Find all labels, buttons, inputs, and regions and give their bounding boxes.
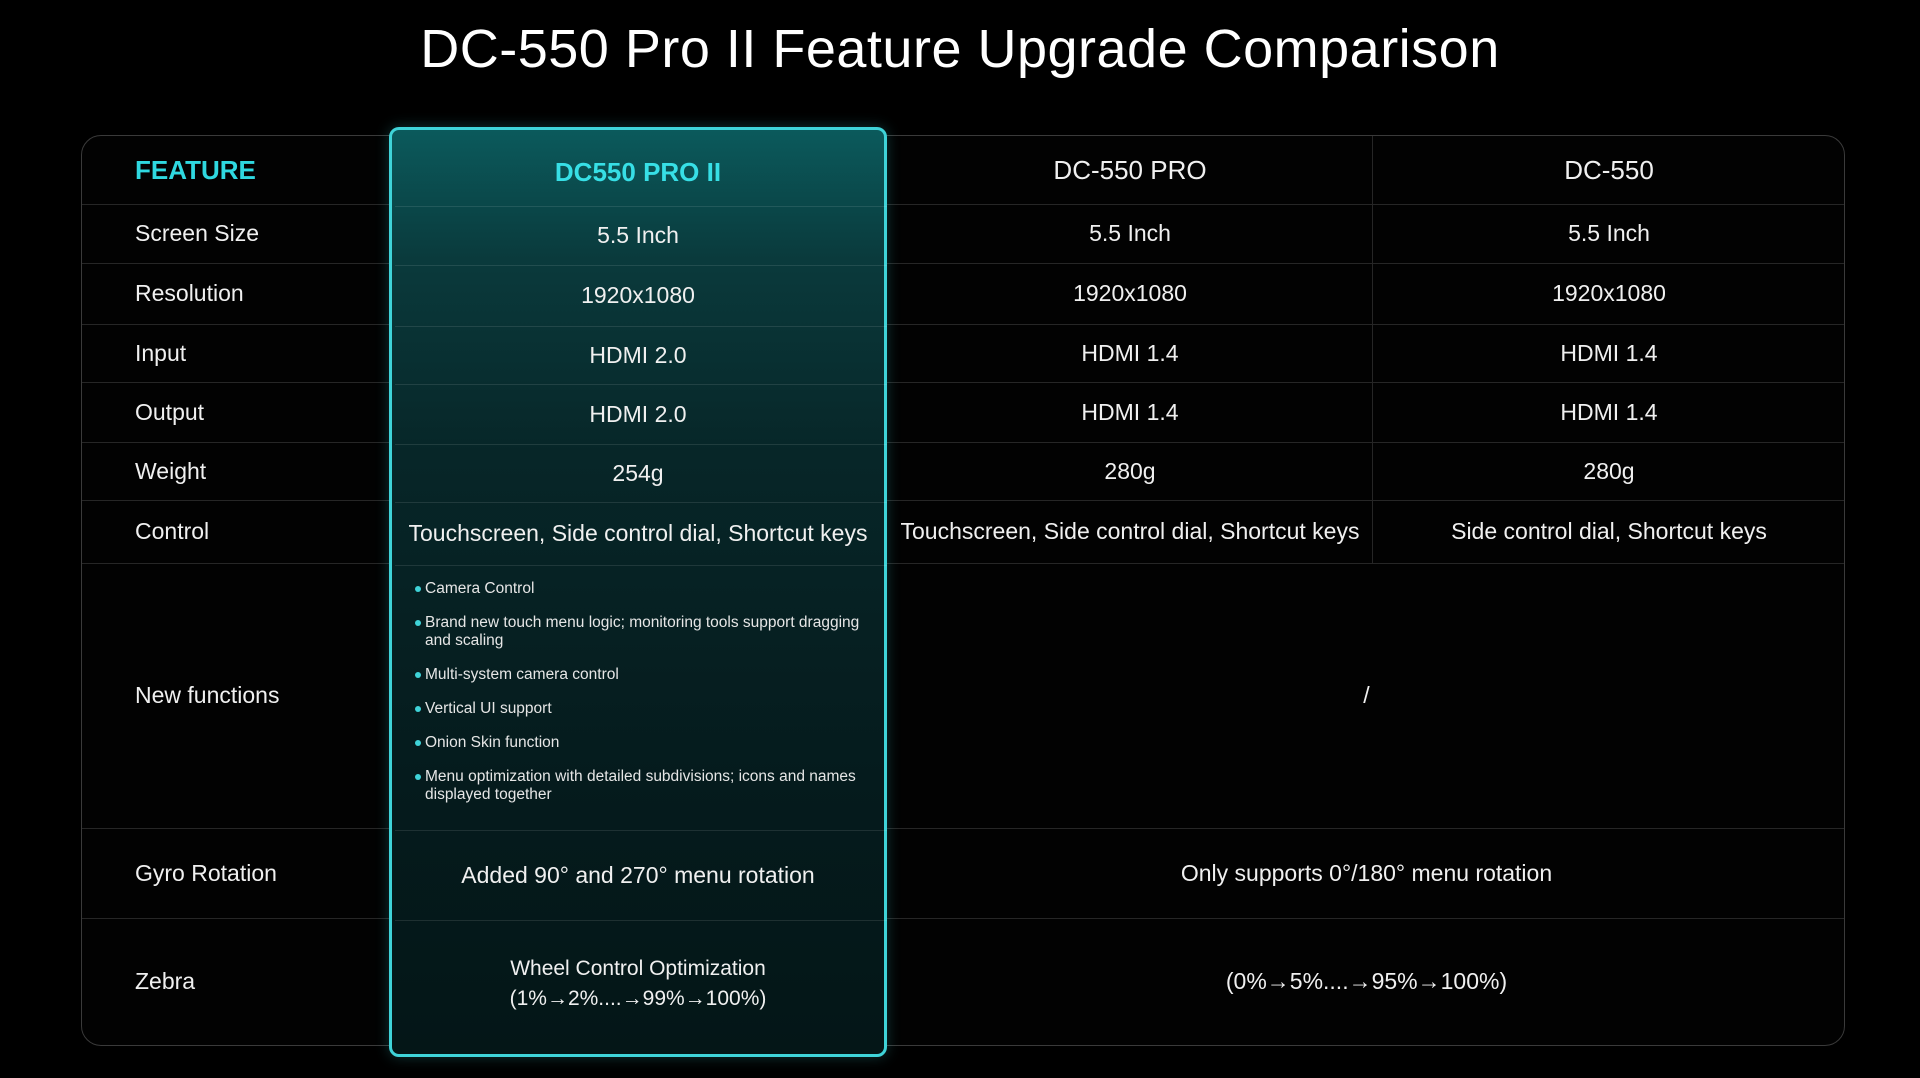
pro2-new-functions-list: Camera Control Brand new touch menu logi… — [413, 580, 873, 804]
row-divider — [395, 206, 887, 207]
row-divider — [82, 500, 1844, 501]
row-divider — [82, 828, 1844, 829]
table-grid: FEATURE DC-550 PRO DC-550 Screen Size 5.… — [82, 136, 1844, 1045]
pro-screen-size: 5.5 Inch — [1089, 220, 1171, 246]
others-gyro-rotation: Only supports 0°/180° menu rotation — [1180, 859, 1553, 886]
pro2-control: Touchscreen, Side control dial, Shortcut… — [408, 520, 868, 546]
pro2-zebra-line1: Wheel Control Optimization — [510, 956, 766, 980]
row-divider — [395, 565, 887, 566]
row-divider — [395, 384, 887, 385]
pro2-input: HDMI 2.0 — [589, 341, 687, 368]
highlight-column-pro2: DC550 PRO II 5.5 Inch 1920x1080 HDMI 2.0… — [389, 127, 887, 1057]
pro2-resolution: 1920x1080 — [581, 282, 695, 308]
row-divider — [395, 830, 887, 831]
list-item-text: Onion Skin function — [425, 734, 560, 751]
pro-weight: 280g — [1104, 457, 1156, 484]
list-item-text: Menu optimization with detailed subdivis… — [425, 768, 856, 803]
pro2-screen-size: 5.5 Inch — [597, 222, 679, 248]
row-divider — [82, 324, 1844, 325]
list-item: Camera Control — [413, 580, 873, 598]
pro-control: Touchscreen, Side control dial, Shortcut… — [900, 518, 1360, 544]
row-label-zebra: Zebra — [135, 968, 196, 994]
dc550-pro2-header: DC550 PRO II — [554, 156, 722, 187]
row-label-screen-size: Screen Size — [135, 220, 260, 246]
row-label-control: Control — [135, 518, 210, 544]
bullet-dot-icon — [415, 586, 421, 592]
pro2-weight: 254g — [612, 459, 664, 486]
list-item: Brand new touch menu logic; monitoring t… — [413, 614, 873, 650]
others-zebra: (0%→5%....→95%→100%) — [1225, 968, 1508, 994]
others-new-functions: / — [1363, 682, 1370, 708]
row-divider — [82, 263, 1844, 264]
row-divider — [82, 918, 1844, 919]
list-item: Menu optimization with detailed subdivis… — [413, 768, 873, 804]
pro-resolution: 1920x1080 — [1073, 280, 1187, 306]
column-divider — [1372, 136, 1373, 563]
row-divider — [82, 563, 1844, 564]
bullet-dot-icon — [415, 706, 421, 712]
base-control: Side control dial, Shortcut keys — [1451, 518, 1767, 544]
row-divider — [395, 326, 887, 327]
row-divider — [395, 920, 887, 921]
row-divider — [395, 444, 887, 445]
row-divider — [82, 442, 1844, 443]
dc550-header: DC-550 — [1564, 154, 1654, 185]
bullet-dot-icon — [415, 740, 421, 746]
list-item-text: Brand new touch menu logic; monitoring t… — [425, 614, 860, 649]
dc550-pro-header: DC-550 PRO — [1053, 154, 1207, 185]
bullet-dot-icon — [415, 672, 421, 678]
row-label-gyro-rotation: Gyro Rotation — [135, 859, 277, 886]
list-item-text: Multi-system camera control — [425, 666, 619, 683]
list-item: Onion Skin function — [413, 734, 873, 752]
bullet-dot-icon — [415, 774, 421, 780]
pro2-gyro-rotation: Added 90° and 270° menu rotation — [461, 861, 815, 888]
row-label-new-functions: New functions — [135, 682, 280, 708]
pro2-zebra-line2: (1%→2%....→99%→100%) — [509, 986, 767, 1010]
row-divider — [395, 265, 887, 266]
pro2-zebra: Wheel Control Optimization (1%→2%....→99… — [392, 920, 884, 1047]
row-divider — [395, 502, 887, 503]
base-screen-size: 5.5 Inch — [1568, 220, 1650, 246]
list-item: Vertical UI support — [413, 700, 873, 718]
list-item: Multi-system camera control — [413, 666, 873, 684]
base-output: HDMI 1.4 — [1560, 398, 1658, 425]
comparison-table: FEATURE DC-550 PRO DC-550 Screen Size 5.… — [81, 135, 1845, 1046]
list-item-text: Camera Control — [425, 580, 535, 597]
bullet-dot-icon — [415, 620, 421, 626]
row-label-resolution: Resolution — [135, 280, 244, 306]
list-item-text: Vertical UI support — [425, 700, 552, 717]
feature-header: FEATURE — [135, 154, 256, 185]
row-label-output: Output — [135, 398, 205, 425]
pro2-output: HDMI 2.0 — [589, 400, 687, 427]
row-divider — [82, 204, 1844, 205]
base-resolution: 1920x1080 — [1552, 280, 1666, 306]
pro-input: HDMI 1.4 — [1081, 339, 1179, 366]
base-weight: 280g — [1583, 457, 1635, 484]
row-label-weight: Weight — [135, 457, 207, 484]
pro-output: HDMI 1.4 — [1081, 398, 1179, 425]
base-input: HDMI 1.4 — [1560, 339, 1658, 366]
page-title: DC-550 Pro II Feature Upgrade Comparison — [420, 19, 1500, 79]
row-label-input: Input — [135, 339, 187, 366]
row-divider — [82, 382, 1844, 383]
